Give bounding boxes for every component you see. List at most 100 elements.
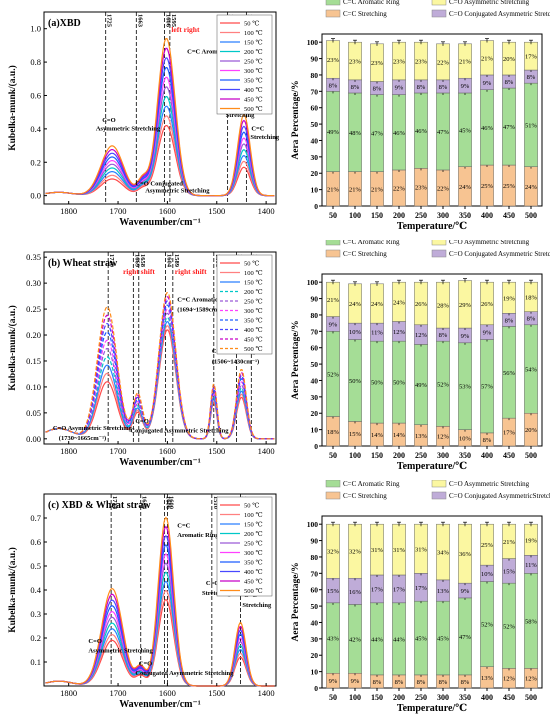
data-label: 8% [461, 679, 470, 686]
data-label: 8% [373, 86, 382, 93]
shift-label: left right [171, 25, 200, 34]
area-percentage-xbd-wheat-straw: C=C Aromatic Ring C=O Asymmetric Stretchi… [291, 480, 550, 714]
annotation: Aromatic Ring [177, 532, 219, 539]
x-axis-label: Wavenumber/cm⁻¹ [119, 699, 201, 710]
y-tick-label: 50 [311, 120, 319, 129]
data-label: 50% [371, 380, 384, 387]
legend-label: 50 ℃ [244, 260, 259, 268]
data-label: 9% [483, 330, 492, 337]
legend-label: 500 ℃ [244, 587, 263, 595]
annotation: C=O Conjugated [135, 181, 183, 188]
annotation: C=C [206, 580, 219, 587]
legend-label: 500 ℃ [244, 345, 263, 353]
legend-swatch [325, 249, 341, 258]
annotation: Conjugated Asymmetric Stretching [130, 428, 229, 435]
annotation: (1730~1665cm⁻¹) [59, 435, 106, 442]
data-label: 47% [437, 129, 450, 136]
data-label: 12% [415, 332, 428, 339]
data-label: 8% [439, 332, 448, 339]
data-label: 17% [503, 430, 516, 437]
series-line [45, 516, 275, 687]
annotation: (1694~1589cm⁻¹) [177, 307, 224, 314]
x-tick-label: 1500 [208, 446, 225, 456]
data-label: 49% [415, 382, 428, 389]
y-tick-label: 10 [311, 186, 319, 195]
x-tick-label: 300 [437, 693, 449, 702]
x-tick-label: 1600 [159, 688, 176, 698]
data-label: 21% [481, 55, 494, 62]
reference-line-label: 1654 [141, 496, 148, 510]
x-tick-label: 250 [415, 211, 427, 220]
ftir-spectra-xbd-wheat-straw: 1714165416061600151014521800170016001500… [7, 493, 277, 710]
data-label: 15% [503, 568, 516, 575]
y-axis-label: Kubelka-munk/(a.u.) [7, 305, 18, 391]
data-label: 50% [349, 378, 362, 385]
data-label: 56% [503, 370, 516, 377]
y-tick-label: 0.7 [30, 513, 41, 523]
legend-label: 50 ℃ [244, 20, 259, 28]
y-tick-label: 80 [311, 71, 319, 80]
annotation: C=C Aromatic Ring [187, 49, 243, 56]
legend-label: 450 ℃ [244, 578, 263, 586]
legend-label: 200 ℃ [244, 48, 263, 56]
y-tick-label: 70 [311, 569, 319, 578]
data-label: 32% [327, 549, 340, 556]
legend-label: 200 ℃ [244, 530, 263, 538]
x-tick-label: 1600 [159, 206, 176, 216]
data-label: 25% [503, 183, 516, 190]
annotation: C=C Aromatic Ring [177, 296, 233, 303]
y-tick-label: 40 [311, 136, 319, 145]
y-tick-label: 60 [311, 104, 319, 113]
reference-line-label: 1589 [173, 254, 180, 268]
x-tick-label: 150 [371, 693, 383, 702]
data-label: 50% [393, 380, 406, 387]
legend-label: 450 ℃ [244, 96, 263, 104]
data-label: 44% [393, 636, 406, 643]
legend-label: 150 ℃ [244, 521, 263, 529]
x-tick-label: 100 [349, 693, 361, 702]
panel-label: (c) XBD & Wheat straw [48, 500, 151, 511]
data-label: 29% [459, 302, 472, 309]
data-label: 8% [373, 679, 382, 686]
data-label: 17% [371, 586, 384, 593]
x-tick-label: 1400 [258, 206, 275, 216]
series-line [45, 37, 275, 197]
plot-frame [321, 273, 543, 447]
x-tick-label: 1700 [110, 688, 127, 698]
data-label: 34% [437, 550, 450, 557]
legend-swatch [431, 480, 447, 488]
y-tick-label: 0.2 [30, 157, 41, 167]
legend-swatch [325, 491, 341, 500]
legend-label: 250 ℃ [244, 58, 263, 66]
legend-label: C=C Stretching [343, 492, 387, 500]
x-tick-label: 500 [525, 451, 537, 460]
reference-line-label: 1606 [164, 496, 171, 510]
data-label: 43% [327, 636, 340, 643]
data-label: 25% [481, 183, 494, 190]
x-tick-label: 1400 [258, 688, 275, 698]
data-label: 17% [393, 586, 406, 593]
y-tick-label: 0.15 [26, 356, 41, 366]
data-label: 24% [371, 301, 384, 308]
legend-label: 350 ℃ [244, 317, 263, 325]
legend-swatch [325, 240, 341, 246]
reference-line-label: 1600 [167, 496, 174, 509]
x-tick-label: 1800 [60, 206, 77, 216]
data-label: 46% [481, 125, 494, 132]
annotation: Asymmetric Stretching [96, 126, 161, 133]
y-tick-label: 100 [307, 38, 319, 47]
data-label: 10% [459, 435, 472, 442]
x-tick-label: 300 [437, 211, 449, 220]
data-label: 45% [415, 636, 428, 643]
y-tick-label: 0 [314, 684, 318, 693]
x-tick-label: 1700 [110, 446, 127, 456]
legend-label: 350 ℃ [244, 77, 263, 85]
legend-label: 200 ℃ [244, 288, 263, 296]
data-label: 52% [437, 381, 450, 388]
x-tick-label: 450 [503, 693, 515, 702]
y-axis-label: Aera Percentage/% [291, 562, 301, 641]
legend-label: 400 ℃ [244, 86, 263, 94]
data-label: 8% [505, 317, 514, 324]
reference-line-label: 1663 [136, 14, 143, 28]
